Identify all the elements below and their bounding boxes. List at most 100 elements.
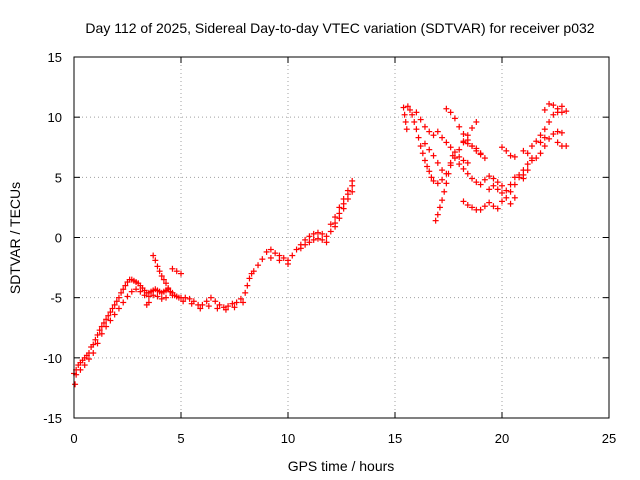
data-point	[477, 150, 484, 157]
data-point	[107, 309, 114, 316]
data-points	[71, 100, 570, 388]
data-point	[524, 167, 531, 174]
data-point	[276, 257, 283, 264]
data-point	[456, 146, 463, 153]
data-point	[406, 106, 413, 113]
grid	[74, 57, 609, 418]
data-point	[222, 306, 229, 313]
data-point	[158, 273, 165, 280]
data-point	[255, 262, 262, 269]
data-point	[349, 177, 356, 184]
data-point	[145, 299, 152, 306]
data-point	[178, 270, 184, 277]
data-point	[541, 134, 548, 141]
y-tick-label: 10	[48, 110, 62, 125]
data-point	[173, 268, 180, 275]
data-point	[443, 139, 450, 146]
data-point	[105, 312, 112, 319]
data-point	[451, 115, 458, 122]
data-point	[499, 182, 505, 189]
data-point	[332, 214, 339, 221]
data-point	[400, 104, 407, 111]
data-point	[111, 301, 118, 308]
data-point	[90, 350, 97, 357]
data-point	[524, 150, 531, 157]
data-point	[402, 118, 409, 125]
data-point	[115, 294, 122, 301]
x-tick-label: 10	[281, 431, 295, 446]
data-point	[436, 204, 443, 211]
data-point	[486, 199, 493, 206]
data-point	[207, 294, 214, 301]
data-point	[511, 194, 518, 201]
data-point	[94, 331, 101, 338]
data-point	[430, 152, 437, 159]
data-point	[242, 289, 249, 296]
data-point	[349, 188, 356, 195]
data-point	[490, 182, 497, 189]
data-point	[107, 317, 114, 324]
y-tick-label: -10	[43, 351, 62, 366]
data-point	[111, 311, 118, 318]
data-point	[550, 111, 557, 118]
data-point	[411, 118, 418, 125]
data-point	[327, 221, 334, 228]
data-point	[109, 305, 116, 312]
data-point	[490, 175, 497, 182]
data-point	[528, 155, 535, 162]
data-point	[158, 295, 165, 302]
data-point	[100, 319, 107, 326]
data-point	[85, 356, 92, 363]
data-point	[507, 200, 514, 207]
data-point	[537, 150, 544, 157]
data-point	[528, 143, 535, 150]
data-point	[473, 145, 480, 152]
data-point	[434, 180, 441, 187]
x-axis-label: GPS time / hours	[288, 458, 395, 474]
data-point	[430, 177, 437, 184]
y-tick-label: 5	[55, 170, 62, 185]
data-point	[150, 292, 157, 299]
data-point	[167, 288, 174, 295]
data-point	[263, 248, 270, 255]
data-point	[152, 257, 159, 264]
data-point	[546, 118, 553, 125]
data-point	[310, 236, 317, 243]
data-point	[163, 294, 170, 301]
data-point	[103, 323, 110, 330]
data-point	[503, 194, 510, 201]
data-point	[439, 167, 446, 174]
data-point	[250, 268, 257, 275]
data-point	[460, 198, 467, 205]
data-point	[323, 239, 330, 246]
data-point	[558, 109, 565, 116]
data-point	[499, 198, 505, 205]
data-point	[203, 298, 210, 305]
data-point	[443, 105, 450, 112]
data-point	[141, 292, 148, 299]
data-point	[421, 157, 428, 164]
data-point	[92, 336, 99, 343]
data-point	[319, 236, 326, 243]
data-point	[244, 282, 251, 289]
data-point	[550, 102, 557, 109]
data-point	[434, 159, 441, 166]
y-tick-label: 0	[55, 231, 62, 246]
data-point	[426, 146, 433, 153]
data-point	[314, 229, 321, 236]
data-point	[214, 305, 221, 312]
data-point	[441, 188, 448, 195]
x-tick-label: 5	[177, 431, 184, 446]
data-point	[456, 153, 463, 160]
data-point	[520, 147, 527, 154]
data-point	[344, 195, 351, 202]
data-point	[499, 189, 505, 196]
data-point	[443, 170, 450, 177]
data-point	[424, 163, 431, 170]
data-point	[563, 108, 570, 115]
data-point	[456, 161, 463, 168]
data-point	[216, 301, 223, 308]
data-point	[439, 176, 446, 183]
data-point	[460, 165, 467, 172]
data-point	[447, 109, 454, 116]
